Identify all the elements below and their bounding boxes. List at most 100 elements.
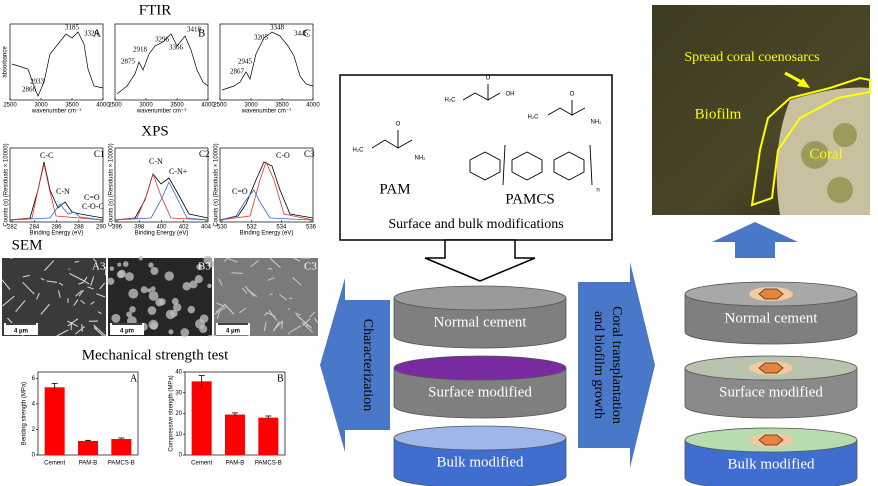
y-tick-label: 10 (175, 432, 182, 438)
texture (250, 260, 259, 268)
y-axis-label: absorbance (3, 46, 9, 78)
texture (293, 257, 301, 262)
x-tick-label: 4000 (96, 103, 110, 109)
pointer-head (797, 78, 810, 88)
texture (269, 257, 281, 269)
x-tick-label: 3500 (65, 103, 79, 109)
texture (215, 303, 227, 313)
characterization-arrow (320, 278, 390, 452)
x-tick-label: PAM-B (226, 461, 245, 467)
y-tick-label: 0 (179, 453, 183, 459)
scale-bg (216, 323, 250, 335)
texture (15, 300, 26, 312)
texture (22, 281, 35, 295)
x-tick-label: 3000 (34, 103, 48, 109)
texture (302, 318, 311, 326)
x-tick-label: 2500 (213, 103, 227, 109)
texture (78, 281, 84, 285)
texture (67, 318, 79, 327)
x-tick-label: 284 (29, 225, 40, 231)
y-tick-label: 30 (175, 390, 182, 396)
chem-label: n (596, 188, 599, 194)
y-tick-label: 2 (32, 427, 36, 433)
section-title: FTIR (139, 2, 172, 18)
cylinder-side (393, 437, 567, 486)
x-axis-label: Binding Energy (eV) (240, 231, 294, 237)
texture (40, 277, 45, 281)
texture (195, 318, 205, 329)
peak-label: 2918 (133, 46, 148, 54)
texture (90, 301, 95, 305)
polyp (801, 141, 829, 169)
plot-frame (9, 23, 104, 101)
x-tick-label: 534 (276, 225, 287, 231)
x-tick-label: 536 (306, 225, 317, 231)
cylinder-top (393, 425, 567, 451)
cylinder-side (684, 439, 858, 486)
texture (147, 306, 157, 315)
caption: Surface and bulk modifications (388, 217, 563, 232)
cylinder-top (393, 285, 567, 311)
photo-label: Spread coral coenosarcs (684, 50, 819, 65)
texture (67, 320, 79, 327)
panel-label: C2 (199, 149, 210, 159)
x-tick-label: 2500 (108, 103, 122, 109)
x-tick-label: 290 (96, 225, 107, 231)
texture (264, 312, 268, 316)
x-tick-label: 532 (247, 225, 258, 231)
x-tick-label: 398 (134, 225, 145, 231)
chem-label: OH (506, 92, 515, 98)
down-arrow (424, 239, 536, 282)
x-axis-label: wavenumber cm⁻¹ (31, 109, 81, 115)
texture (246, 288, 258, 297)
texture (90, 276, 95, 286)
texture (44, 260, 55, 271)
cylinder-top (393, 355, 567, 381)
texture (109, 266, 115, 271)
y-axis-label: Counts (s) (Residuals × 10000) (109, 143, 115, 226)
texture (208, 260, 215, 268)
texture (289, 325, 302, 333)
texture (267, 277, 275, 281)
sample-label: Surface modified (719, 384, 823, 400)
chem-label: O (486, 76, 491, 82)
texture (74, 326, 85, 335)
texture (0, 326, 3, 331)
peak-label: 3326 (84, 30, 99, 38)
texture (96, 293, 106, 298)
texture (57, 290, 61, 298)
x-tick-label: 3500 (275, 103, 289, 109)
sample-label: Bulk modified (436, 454, 524, 470)
image-label: A3 (92, 261, 106, 273)
texture (287, 332, 290, 335)
texture (150, 266, 159, 275)
x-tick-label: 3500 (170, 103, 184, 109)
peak-label: C-N+ (169, 167, 188, 176)
x-tick-label: 404 (201, 225, 212, 231)
texture (231, 272, 243, 274)
scale-bg (4, 323, 38, 335)
x-tick-label: 400 (156, 225, 167, 231)
peak-label: C-O-C (82, 202, 104, 211)
peak-label: 3366 (169, 44, 184, 52)
chem-label: H₂C (528, 115, 540, 121)
cylinder-side (393, 297, 567, 349)
texture (216, 311, 220, 320)
texture (225, 304, 235, 315)
texture (36, 292, 40, 300)
texture (266, 312, 276, 318)
texture (150, 286, 156, 292)
texture (147, 288, 152, 293)
texture (269, 293, 273, 296)
texture (46, 280, 58, 283)
sample-label: Surface modified (428, 384, 532, 400)
cylinder-side (393, 367, 567, 419)
y-tick-label: 0 (32, 453, 36, 459)
panel-label: A (130, 373, 138, 384)
texture (2, 295, 15, 307)
texture (80, 299, 86, 305)
texture (189, 280, 198, 289)
texture (216, 302, 225, 307)
chem-label: NH₂ (591, 120, 603, 126)
